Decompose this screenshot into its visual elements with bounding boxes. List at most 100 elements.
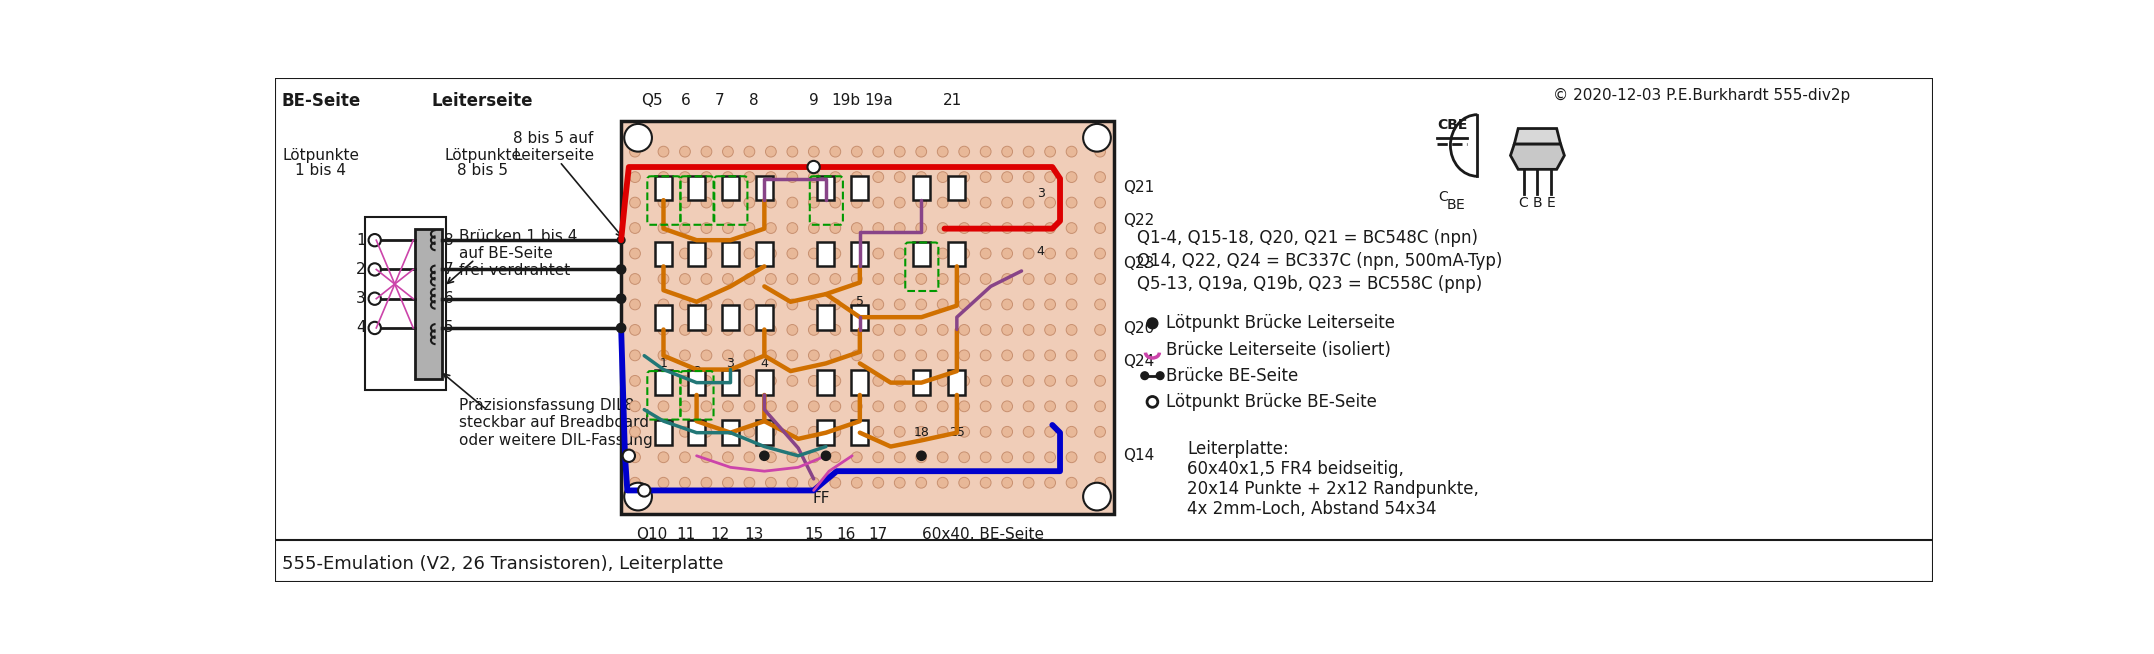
Circle shape xyxy=(629,146,640,157)
Circle shape xyxy=(700,426,711,437)
Circle shape xyxy=(937,324,948,336)
Circle shape xyxy=(765,172,775,182)
Circle shape xyxy=(1094,452,1105,462)
Circle shape xyxy=(959,477,969,488)
Text: Q24: Q24 xyxy=(1122,354,1155,370)
Bar xyxy=(722,421,739,445)
Circle shape xyxy=(1066,197,1077,208)
Circle shape xyxy=(629,222,640,233)
Circle shape xyxy=(1094,197,1105,208)
Text: Brücke BE-Seite: Brücke BE-Seite xyxy=(1165,367,1299,385)
Text: 20x14 Punkte + 2x12 Randpunkte,: 20x14 Punkte + 2x12 Randpunkte, xyxy=(1187,481,1480,498)
Circle shape xyxy=(937,248,948,259)
Circle shape xyxy=(959,324,969,336)
Text: © 2020-12-03 P.E.Burkhardt 555-div2p: © 2020-12-03 P.E.Burkhardt 555-div2p xyxy=(1553,88,1850,103)
Circle shape xyxy=(1045,477,1055,488)
Circle shape xyxy=(821,451,831,460)
Text: C: C xyxy=(1439,190,1447,204)
Circle shape xyxy=(894,146,905,157)
Circle shape xyxy=(638,484,651,496)
Circle shape xyxy=(959,401,969,412)
Circle shape xyxy=(937,222,948,233)
Circle shape xyxy=(765,299,775,310)
Circle shape xyxy=(937,299,948,310)
Circle shape xyxy=(1045,350,1055,361)
Circle shape xyxy=(743,172,754,182)
Circle shape xyxy=(851,375,862,387)
Circle shape xyxy=(872,324,883,336)
Circle shape xyxy=(700,172,711,182)
Text: 16: 16 xyxy=(836,526,855,542)
Bar xyxy=(655,175,672,200)
Circle shape xyxy=(786,350,797,361)
Text: E: E xyxy=(1456,198,1465,212)
Circle shape xyxy=(679,452,689,462)
Circle shape xyxy=(786,248,797,259)
Circle shape xyxy=(743,426,754,437)
Circle shape xyxy=(368,264,381,275)
Circle shape xyxy=(700,248,711,259)
Circle shape xyxy=(1066,172,1077,182)
Circle shape xyxy=(368,322,381,334)
Text: 7: 7 xyxy=(715,93,724,108)
Circle shape xyxy=(765,375,775,387)
Circle shape xyxy=(980,222,991,233)
Circle shape xyxy=(915,197,926,208)
Bar xyxy=(722,175,739,200)
Circle shape xyxy=(765,350,775,361)
Circle shape xyxy=(760,451,769,460)
Text: 15: 15 xyxy=(803,526,823,542)
Circle shape xyxy=(743,477,754,488)
Text: Q20: Q20 xyxy=(1122,321,1155,336)
Circle shape xyxy=(623,449,635,462)
Circle shape xyxy=(808,146,819,157)
Text: 19a: 19a xyxy=(864,93,892,108)
Circle shape xyxy=(915,350,926,361)
Bar xyxy=(851,305,868,330)
Circle shape xyxy=(679,172,689,182)
Circle shape xyxy=(743,146,754,157)
Circle shape xyxy=(937,452,948,462)
Circle shape xyxy=(629,452,640,462)
Text: 1: 1 xyxy=(659,357,668,370)
Circle shape xyxy=(1066,401,1077,412)
Circle shape xyxy=(679,146,689,157)
Circle shape xyxy=(1094,350,1105,361)
Circle shape xyxy=(743,401,754,412)
Circle shape xyxy=(894,401,905,412)
Bar xyxy=(913,242,931,266)
Circle shape xyxy=(959,375,969,387)
Circle shape xyxy=(1045,197,1055,208)
Text: Leiterseite: Leiterseite xyxy=(431,92,534,111)
Circle shape xyxy=(659,426,670,437)
Circle shape xyxy=(679,401,689,412)
Circle shape xyxy=(1002,299,1012,310)
Circle shape xyxy=(894,273,905,284)
Text: 3: 3 xyxy=(1036,188,1045,201)
Circle shape xyxy=(700,273,711,284)
Circle shape xyxy=(722,299,732,310)
Circle shape xyxy=(659,477,670,488)
Circle shape xyxy=(980,426,991,437)
Circle shape xyxy=(659,375,670,387)
Circle shape xyxy=(808,426,819,437)
Circle shape xyxy=(937,273,948,284)
Circle shape xyxy=(937,350,948,361)
Circle shape xyxy=(808,350,819,361)
Circle shape xyxy=(808,299,819,310)
Circle shape xyxy=(1094,222,1105,233)
Circle shape xyxy=(980,375,991,387)
Circle shape xyxy=(894,197,905,208)
Circle shape xyxy=(1023,477,1034,488)
Circle shape xyxy=(1094,426,1105,437)
Circle shape xyxy=(743,273,754,284)
Circle shape xyxy=(722,324,732,336)
Circle shape xyxy=(808,161,821,173)
Text: Brücke Leiterseite (isoliert): Brücke Leiterseite (isoliert) xyxy=(1165,341,1391,358)
Circle shape xyxy=(808,248,819,259)
Text: Leiterplatte:: Leiterplatte: xyxy=(1187,440,1288,458)
Bar xyxy=(722,370,739,395)
Circle shape xyxy=(629,197,640,208)
Circle shape xyxy=(786,146,797,157)
Circle shape xyxy=(808,273,819,284)
